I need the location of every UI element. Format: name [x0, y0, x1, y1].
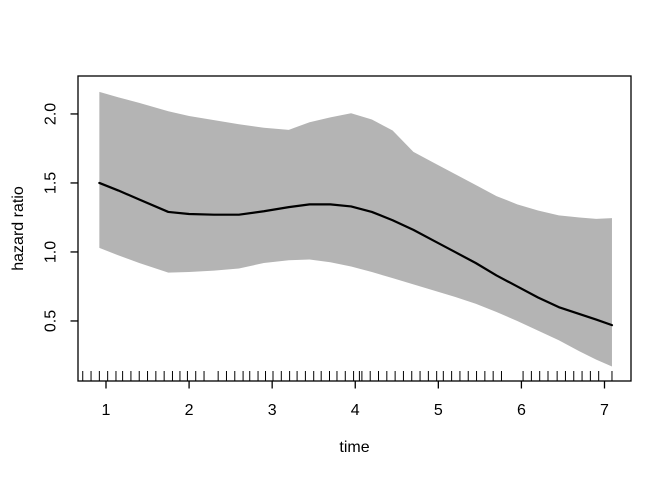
y-tick-label: 1.0	[43, 241, 60, 263]
x-tick-label: 5	[434, 402, 443, 419]
confidence-band	[99, 91, 612, 367]
rug-marks	[82, 371, 613, 381]
y-axis-title: hazard ratio	[10, 186, 27, 271]
y-tick-label: 2.0	[43, 103, 60, 125]
y-tick-label: 1.5	[43, 172, 60, 194]
axes: 1 2 3 4 5 6 7 0.5 1.0 1.5 2.0	[43, 103, 610, 419]
x-tick-label: 4	[351, 402, 360, 419]
x-tick-label: 7	[600, 402, 609, 419]
x-tick-label: 2	[185, 402, 194, 419]
x-tick-label: 1	[102, 402, 111, 419]
x-axis-title: time	[339, 439, 369, 456]
x-tick-label: 3	[268, 402, 277, 419]
estimate-line	[98, 181, 614, 327]
estimate-curve	[98, 181, 614, 327]
x-tick-label: 6	[517, 402, 526, 419]
confidence-band-area	[99, 91, 612, 367]
y-tick-label: 0.5	[43, 310, 60, 332]
plot-border	[77, 75, 632, 382]
